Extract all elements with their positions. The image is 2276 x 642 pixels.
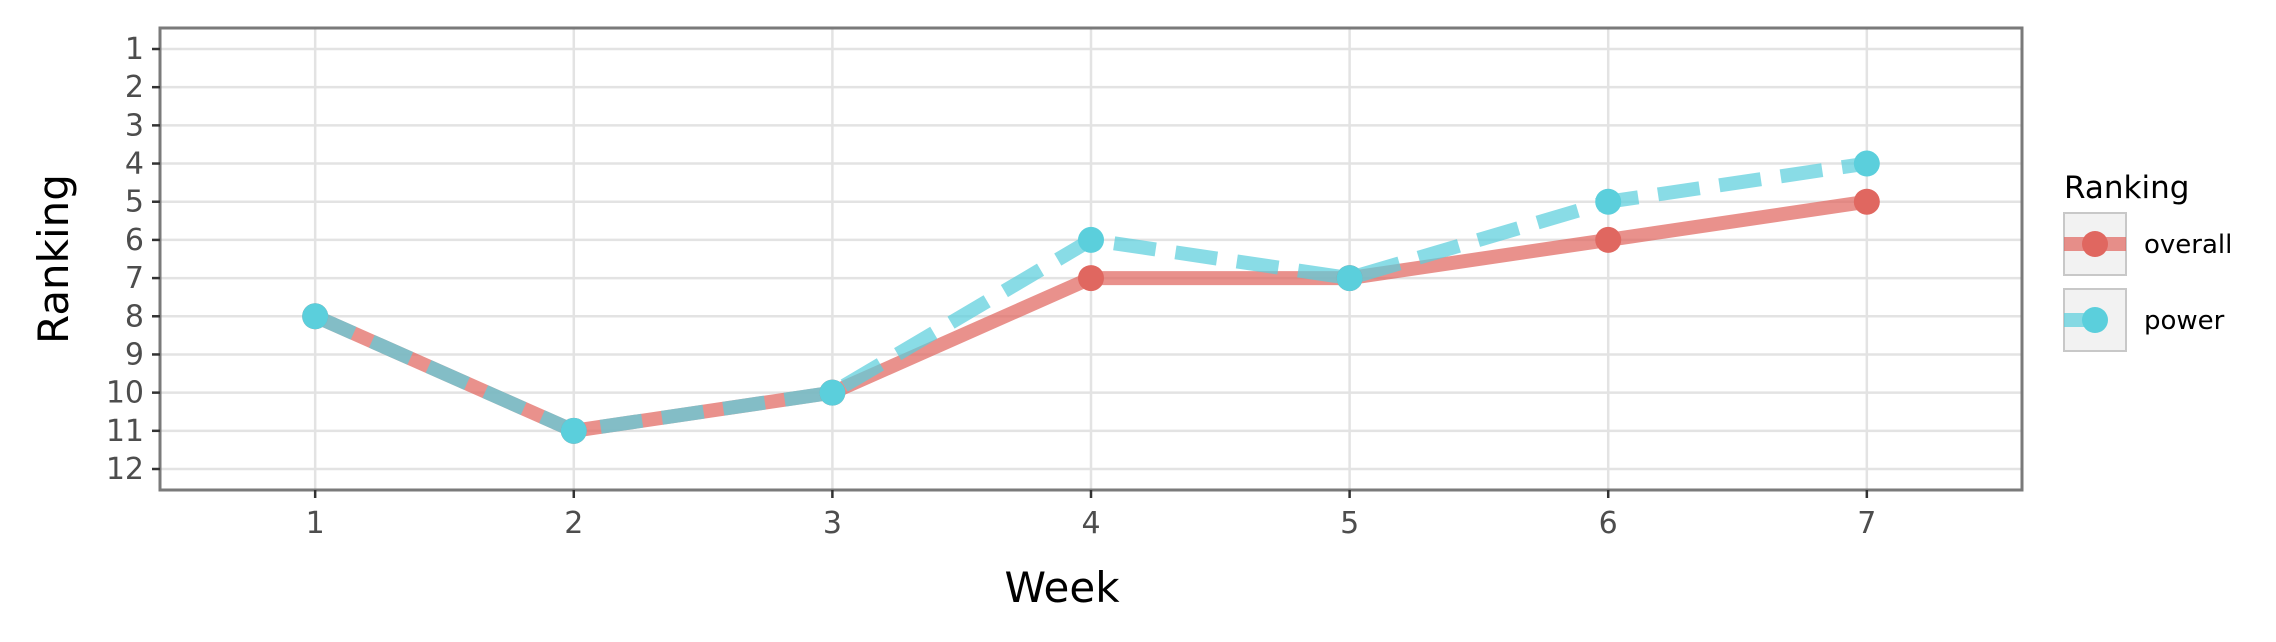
y-tick-label: 7 <box>125 261 144 296</box>
data-point-power <box>819 379 846 406</box>
x-tick-label: 6 <box>1599 506 1618 541</box>
y-tick-label: 3 <box>125 108 144 143</box>
y-tick-label: 2 <box>125 70 144 105</box>
y-tick-label: 8 <box>125 299 144 334</box>
legend-key-point <box>2082 231 2108 257</box>
y-axis-title: Ranking <box>29 174 78 344</box>
x-tick-label: 3 <box>823 506 842 541</box>
x-tick-label: 1 <box>306 506 325 541</box>
x-tick-label: 4 <box>1081 506 1100 541</box>
y-tick-label: 6 <box>125 223 144 258</box>
data-point-power <box>1595 188 1622 215</box>
x-tick-label: 5 <box>1340 506 1359 541</box>
legend-keys: overall power <box>2063 212 2232 352</box>
data-point-power <box>302 303 329 330</box>
data-point-overall <box>1853 188 1880 215</box>
x-tick-label: 7 <box>1857 506 1876 541</box>
legend-label-power: power <box>2144 306 2225 336</box>
data-point-power <box>1078 226 1104 253</box>
data-point-power <box>560 417 587 444</box>
y-tick-label: 5 <box>125 185 144 220</box>
legend: Ranking overall power <box>2063 170 2232 352</box>
legend-label-overall: overall <box>2144 230 2232 260</box>
grid <box>160 28 2022 490</box>
y-tick-label: 11 <box>106 414 144 449</box>
data-point-power <box>1853 150 1880 177</box>
y-tick-label: 9 <box>125 337 144 372</box>
data-point-overall <box>1078 265 1104 292</box>
y-tick-label: 12 <box>106 452 144 487</box>
y-tick-label: 10 <box>106 376 144 411</box>
data-point-overall <box>1595 226 1622 253</box>
x-tick-label: 2 <box>564 506 583 541</box>
legend-key-point <box>2082 307 2108 333</box>
y-tick-label: 4 <box>125 147 144 182</box>
legend-title: Ranking <box>2064 170 2189 206</box>
data-point-power <box>1336 265 1363 292</box>
series-group <box>302 150 1880 444</box>
y-tick-label: 1 <box>125 32 144 67</box>
x-axis-title: Week <box>1004 563 1120 612</box>
